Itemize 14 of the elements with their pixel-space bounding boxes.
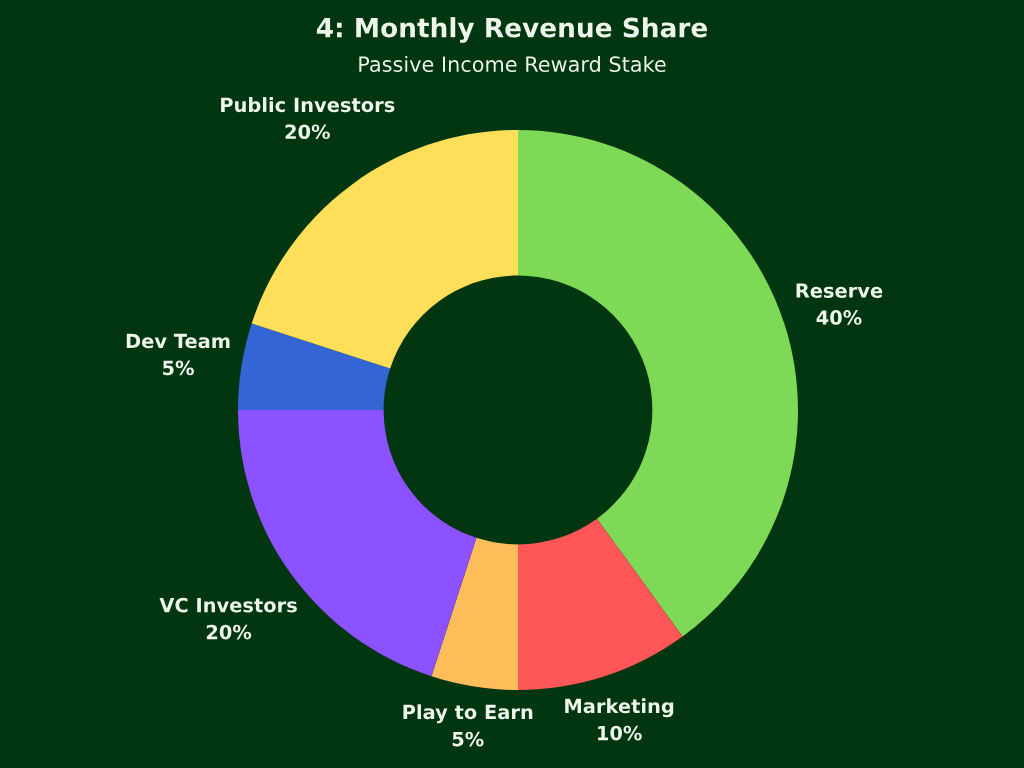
data-label: 40% xyxy=(816,310,862,325)
chart-title: 4: Monthly Revenue Share xyxy=(316,17,708,43)
data-label: 5% xyxy=(452,731,484,747)
slice-label: VC Investors xyxy=(159,597,297,613)
data-label: 5% xyxy=(163,360,194,376)
data-label: 20% xyxy=(206,624,252,640)
slice-label: Dev Team xyxy=(126,333,230,349)
chart-subtitle: Passive Income Reward Stake xyxy=(359,55,666,73)
slice-label: Public Investors xyxy=(221,97,395,113)
data-label: 10% xyxy=(598,725,642,741)
slice-label: Marketing xyxy=(565,698,674,718)
slice-label: Play to Earn xyxy=(403,704,533,724)
slice-label: Reserve xyxy=(796,283,883,298)
data-label: 20% xyxy=(285,124,330,140)
